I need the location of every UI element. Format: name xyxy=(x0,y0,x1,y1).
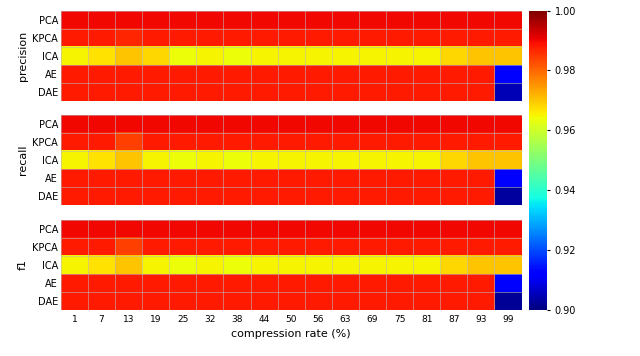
Y-axis label: f1: f1 xyxy=(18,259,28,270)
Y-axis label: precision: precision xyxy=(18,31,28,81)
Y-axis label: recall: recall xyxy=(18,145,28,176)
X-axis label: compression rate (%): compression rate (%) xyxy=(232,329,351,339)
